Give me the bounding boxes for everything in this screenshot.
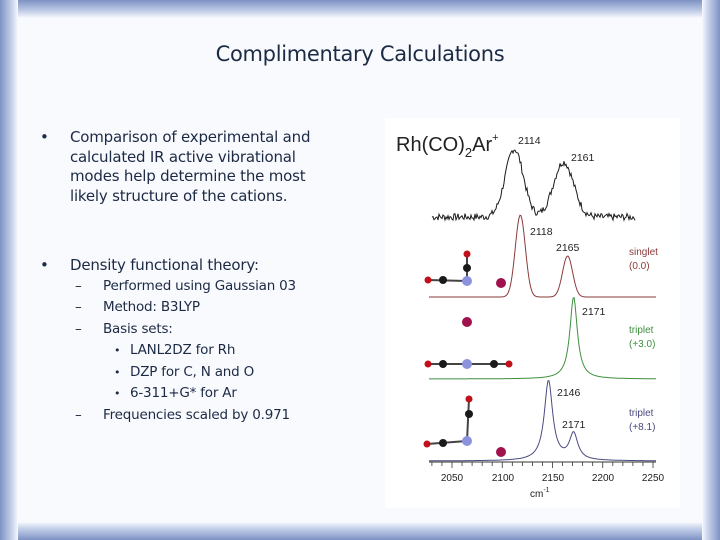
triplet-8-spectrum — [429, 380, 656, 462]
sub-bullet-basis-sets: – Basis sets: — [40, 319, 370, 341]
sub-bullet-text: Frequencies scaled by 0.971 — [103, 407, 290, 424]
sub-bullet-text: Performed using Gaussian 03 — [103, 277, 296, 294]
bullet-icon: • — [40, 128, 49, 146]
oxygen-atom-icon — [424, 276, 432, 284]
carbon-atom-icon — [490, 360, 498, 368]
energy-label: (+3.0) — [629, 339, 655, 350]
x-tick-label: 2100 — [492, 473, 515, 484]
x-tick-label: 2250 — [642, 473, 665, 484]
peak-label: 2171 — [562, 419, 586, 431]
basis-item-cno: • DZP for C, N and O — [40, 362, 370, 384]
oxygen-atom-icon — [463, 250, 471, 258]
basis-item-ar: • 6-311+G* for Ar — [40, 383, 370, 405]
state-labels: singlet (0.0) triplet (+3.0) triplet (+8… — [629, 247, 658, 433]
bullet-icon: • — [40, 256, 49, 274]
carbon-atom-icon — [439, 360, 447, 368]
basis-text: LANL2DZ for Rh — [130, 342, 236, 359]
bullet-line: modes help determine the most — [70, 167, 306, 185]
bullet-icon: • — [114, 387, 121, 401]
peak-label: 2114 — [518, 135, 541, 147]
peak-label: 2171 — [582, 306, 606, 318]
basis-item-rh: • LANL2DZ for Rh — [40, 340, 370, 362]
bullet-icon: • — [114, 344, 121, 358]
sub-bullet-scaling: – Frequencies scaled by 0.971 — [40, 405, 370, 427]
dash-icon: – — [75, 277, 82, 294]
triplet-3-spectrum — [429, 296, 657, 380]
sub-bullet-method: – Method: B3LYP — [40, 297, 370, 319]
sub-bullet-text: Method: B3LYP — [103, 299, 200, 316]
bullet-comparison: • Comparison of experimental and calcula… — [40, 128, 370, 206]
carbon-atom-icon — [465, 410, 473, 418]
peak-label: 2118 — [530, 226, 553, 238]
state-label: triplet — [629, 325, 654, 336]
x-tick-label: 2150 — [542, 473, 565, 484]
rhodium-atom-icon — [462, 436, 472, 446]
carbon-atom-icon — [463, 264, 471, 272]
state-label: singlet — [629, 247, 658, 258]
argon-atom-icon — [462, 317, 472, 327]
rhodium-atom-icon — [462, 359, 472, 369]
bullet-line: likely structure of the cations. — [70, 186, 288, 205]
energy-label: (+8.1) — [629, 422, 655, 433]
energy-label: (0.0) — [629, 261, 650, 272]
argon-atom-icon — [496, 278, 506, 288]
oxygen-atom-icon — [423, 440, 431, 448]
molecule-triplet-8 — [423, 395, 506, 457]
x-tick-label: 2050 — [441, 473, 464, 484]
sub-bullet-gaussian: – Performed using Gaussian 03 — [40, 276, 370, 298]
species-label: Rh(CO)2Ar+ — [396, 132, 499, 160]
oxygen-atom-icon — [424, 360, 432, 368]
figure-background — [385, 118, 680, 508]
bullet-dft: • Density functional theory: — [40, 256, 370, 276]
basis-text: 6-311+G* for Ar — [130, 385, 237, 402]
carbon-atom-icon — [439, 276, 447, 284]
dash-icon: – — [75, 407, 82, 424]
peak-label: 2165 — [556, 242, 580, 254]
dash-icon: – — [75, 320, 82, 337]
argon-atom-icon — [496, 447, 506, 457]
oxygen-atom-icon — [505, 360, 513, 368]
dash-icon: – — [75, 299, 82, 316]
bullet-list: • Comparison of experimental and calcula… — [40, 128, 370, 427]
experimental-spectrum — [431, 149, 636, 222]
bullet-icon: • — [114, 365, 121, 379]
sub-bullet-text: Basis sets: — [103, 320, 173, 337]
carbon-atom-icon — [439, 439, 447, 447]
peak-labels: 2114 2161 2118 2165 2171 2146 2171 — [518, 135, 606, 431]
bullet-text: Density functional theory: — [70, 256, 259, 274]
molecule-triplet-3 — [424, 317, 513, 369]
x-tick-label: 2200 — [592, 473, 615, 484]
peak-label: 2161 — [571, 152, 595, 164]
oxygen-atom-icon — [465, 395, 473, 403]
molecule-singlet — [424, 250, 506, 288]
state-label: triplet — [629, 408, 654, 419]
singlet-spectrum — [429, 214, 656, 298]
basis-text: DZP for C, N and O — [130, 363, 255, 380]
peak-label: 2146 — [557, 387, 581, 399]
x-axis: 2050 2100 2150 2200 2250 cm-1 — [429, 461, 665, 500]
bullet-line: Comparison of experimental and — [70, 128, 311, 146]
bullet-line: calculated IR active vibrational — [70, 147, 296, 166]
rhodium-atom-icon — [462, 276, 472, 286]
slide-title: Complimentary Calculations — [215, 42, 505, 66]
